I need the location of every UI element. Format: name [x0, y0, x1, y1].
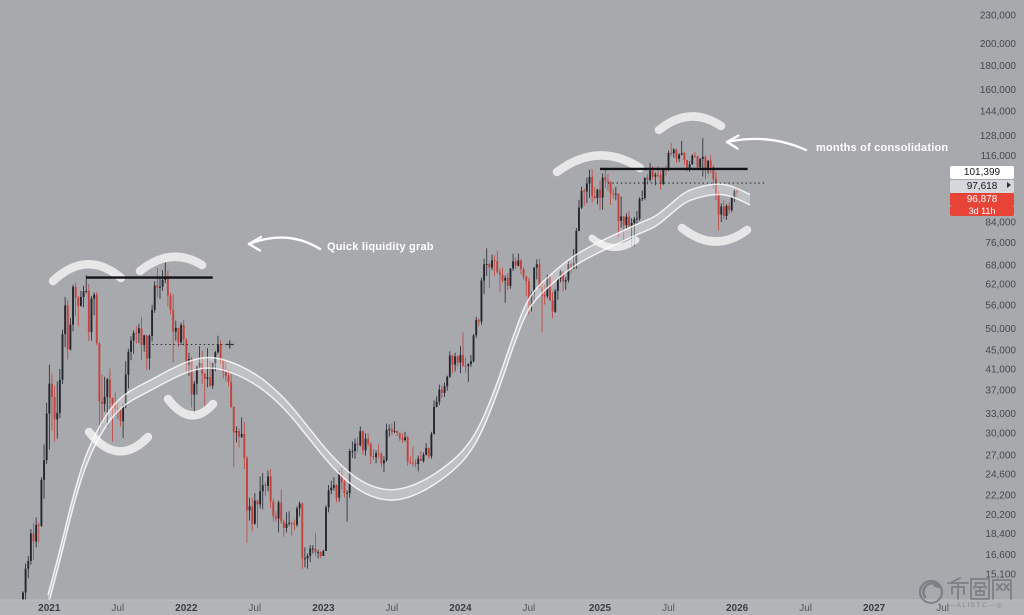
y-axis-tick: 76,000 — [985, 238, 1016, 249]
price-axis[interactable]: 230,000 200,000 180,000 160,000 144,000 128,0… — [980, 11, 1017, 581]
x-axis-tick: 2025 — [589, 603, 612, 614]
y-axis-tick: 180,000 — [980, 61, 1017, 72]
x-axis-tick: 2023 — [312, 603, 335, 614]
x-axis-tick: 2021 — [38, 603, 61, 614]
y-axis-tick: 230,000 — [980, 11, 1017, 22]
y-axis-tick: 84,000 — [985, 217, 1016, 228]
y-axis-tick: 20,200 — [985, 510, 1016, 521]
x-axis-tick: Jul — [662, 603, 675, 614]
highlight-arc[interactable] — [654, 112, 726, 135]
flag-icon — [1007, 182, 1011, 188]
secondary-price-value: 97,618 — [966, 181, 998, 192]
y-axis-tick: 16,600 — [985, 550, 1016, 561]
x-axis-tick: Jul — [248, 603, 261, 614]
y-axis-tick: 56,000 — [985, 301, 1016, 312]
x-axis-tick: 2027 — [863, 603, 886, 614]
y-axis-tick: 37,000 — [985, 386, 1016, 397]
watermark-subbrand-text: —ALISTC—◎ — [949, 602, 1004, 609]
y-axis-tick: 160,000 — [980, 85, 1017, 96]
x-axis-tick: 2026 — [726, 603, 749, 614]
y-axis-tick: 45,000 — [985, 345, 1016, 356]
arrow-icon[interactable] — [725, 134, 808, 152]
y-axis-tick: 24,600 — [985, 469, 1016, 480]
highlight-arc[interactable] — [677, 223, 752, 246]
highlight-arc[interactable] — [588, 234, 640, 251]
x-axis-tick: Jul — [386, 603, 399, 614]
last-price-label: 96,878 — [950, 193, 1014, 206]
highlight-arc[interactable] — [135, 252, 207, 276]
annotation-months-of-consolidation[interactable]: months of consolidation — [816, 142, 949, 154]
y-axis-tick: 200,000 — [980, 39, 1017, 50]
x-axis-tick: 2022 — [175, 603, 198, 614]
y-axis-tick: 22,200 — [985, 491, 1016, 502]
bar-countdown-label: 3d 11h — [950, 206, 1014, 216]
y-axis-tick: 50,000 — [985, 324, 1016, 335]
highlight-arc[interactable] — [84, 427, 153, 456]
watermark: 币圈网 —ALISTC—◎ — [918, 574, 1024, 614]
y-axis-tick: 33,000 — [985, 409, 1016, 420]
price-levels — [86, 167, 766, 349]
watermark-logo: —ALISTC—◎ — [918, 577, 1012, 609]
x-axis-tick: Jul — [111, 603, 124, 614]
time-axis[interactable]: 2021 Jul 2022 Jul 2023 Jul 2024 Jul 2025 Jul 2026 J… — [0, 599, 1024, 615]
x-axis-tick: Jul — [936, 603, 949, 614]
y-axis-tick: 18,400 — [985, 529, 1016, 540]
y-axis-tick: 144,000 — [980, 107, 1017, 118]
price-line-label: 101,399 — [950, 166, 1014, 179]
y-axis-tick: 27,000 — [985, 450, 1016, 461]
line-end-cross-icon[interactable] — [225, 340, 234, 349]
highlight-arcs — [48, 112, 752, 456]
arrow-icon[interactable] — [247, 235, 322, 252]
y-axis-tick: 68,000 — [985, 261, 1016, 272]
x-axis-tick: Jul — [523, 603, 536, 614]
y-axis-tick: 41,000 — [985, 365, 1016, 376]
x-axis-tick: 2024 — [449, 603, 472, 614]
x-axis-tick: Jul — [799, 603, 812, 614]
secondary-price-label: 97,618 — [950, 180, 1014, 193]
annotation-quick-liquidity-grab[interactable]: Quick liquidity grab — [327, 241, 434, 253]
candlestick-series — [19, 138, 738, 615]
highlight-arc[interactable] — [163, 394, 218, 420]
y-axis-tick: 116,000 — [981, 151, 1017, 162]
y-axis-tick: 30,000 — [985, 429, 1016, 440]
highlight-arc[interactable] — [48, 260, 126, 286]
annotation-arrows — [247, 134, 808, 252]
y-axis-tick: 62,000 — [985, 280, 1016, 291]
y-axis-tick: 15,100 — [985, 570, 1016, 581]
y-axis-tick: 128,000 — [980, 131, 1017, 142]
ma-band — [47, 183, 751, 606]
highlight-arc[interactable] — [552, 151, 645, 177]
